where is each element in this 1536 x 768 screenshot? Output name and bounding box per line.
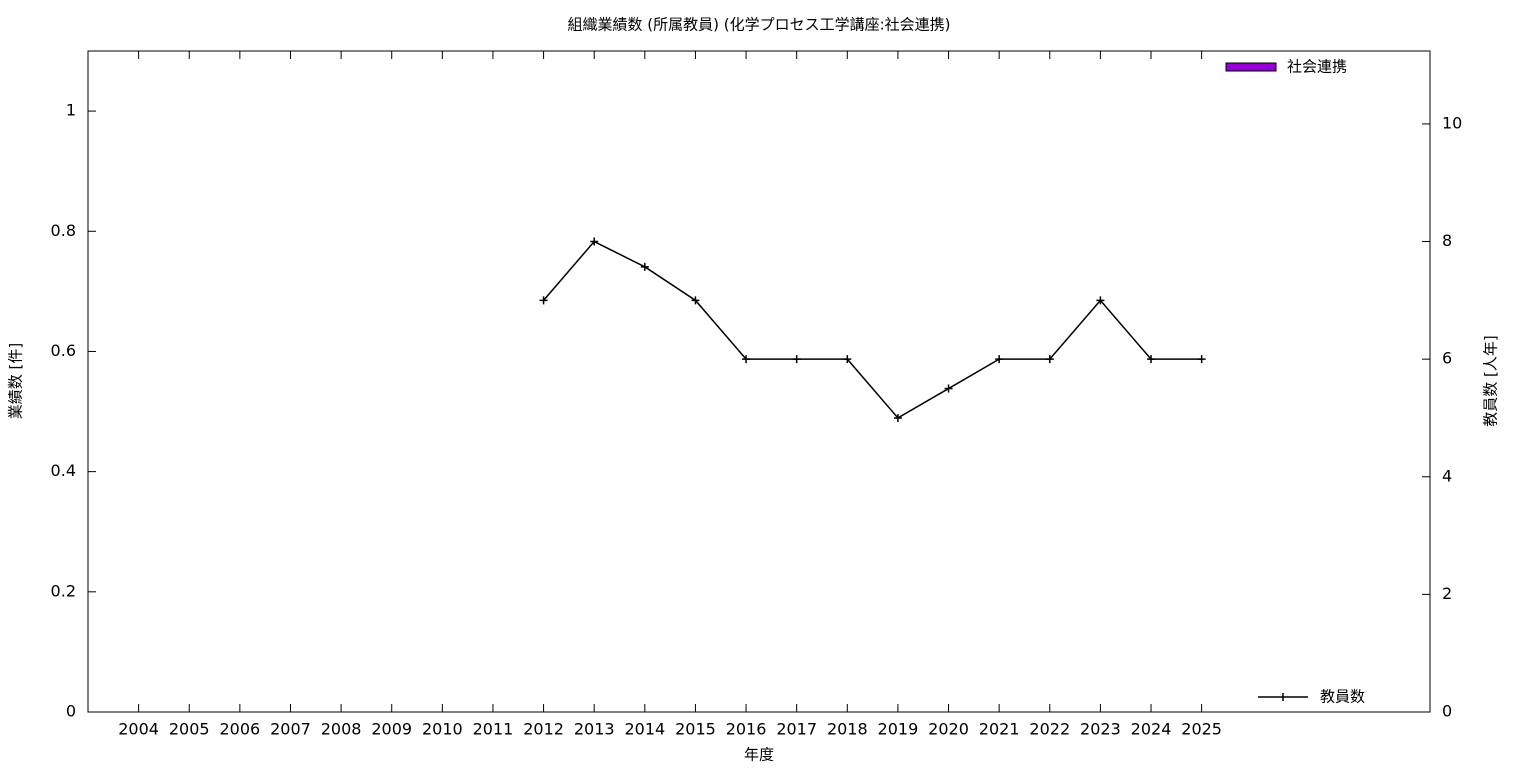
y2-tick-label: 2 <box>1442 584 1452 603</box>
x-tick-label: 2014 <box>624 720 665 739</box>
y-axis-label: 業績数 [件] <box>7 343 25 419</box>
y-tick-label: 0.4 <box>51 461 76 480</box>
x-tick-label: 2013 <box>574 720 615 739</box>
x-tick-label: 2019 <box>878 720 919 739</box>
chart-title: 組織業績数 (所属教員) (化学プロセス工学講座:社会連携) <box>567 16 950 34</box>
plot-frame <box>87 50 1431 713</box>
x-tick-label: 2012 <box>523 720 564 739</box>
y-tick-label: 1 <box>66 101 76 120</box>
y-tick-label: 0 <box>66 702 76 721</box>
x-tick-label: 2015 <box>675 720 716 739</box>
x-tick-label: 2008 <box>321 720 362 739</box>
point <box>995 355 1004 364</box>
point <box>1147 355 1156 364</box>
y2-tick-label: 4 <box>1442 466 1452 485</box>
point <box>691 296 700 305</box>
y2-tick-label: 10 <box>1442 113 1462 132</box>
point <box>590 237 599 246</box>
x-tick-label: 2017 <box>776 720 817 739</box>
y-tick-label: 0.2 <box>51 581 76 600</box>
x-tick-label: 2010 <box>422 720 463 739</box>
x-tick-label: 2021 <box>979 720 1020 739</box>
y2-tick-label: 8 <box>1442 231 1452 250</box>
y-tick-label: 0.6 <box>51 341 76 360</box>
point <box>792 355 801 364</box>
x-tick-label: 2024 <box>1131 720 1172 739</box>
point <box>1197 355 1206 364</box>
legend-swatch <box>1225 62 1277 72</box>
x-tick-label: 2025 <box>1181 720 1222 739</box>
point <box>1096 296 1105 305</box>
x-tick-label: 2004 <box>118 720 159 739</box>
x-tick-label: 2016 <box>726 720 767 739</box>
x-axis-label: 年度 <box>744 746 774 764</box>
x-tick-label: 2006 <box>220 720 261 739</box>
y-tick-label: 0.8 <box>51 221 76 240</box>
y2-axis-label: 教員数 [人年] <box>1482 335 1500 426</box>
y2-tick-label: 0 <box>1442 702 1452 721</box>
x-tick-label: 2007 <box>270 720 311 739</box>
point <box>742 355 751 364</box>
legend-label: 社会連携 <box>1287 58 1347 76</box>
x-tick-label: 2020 <box>928 720 969 739</box>
point <box>843 355 852 364</box>
point <box>893 413 902 422</box>
legend-label: 教員数 <box>1320 688 1365 706</box>
x-tick-label: 2009 <box>371 720 412 739</box>
x-tick-label: 2023 <box>1080 720 1121 739</box>
x-tick-label: 2011 <box>473 720 514 739</box>
legend-swatch <box>1258 693 1308 701</box>
x-tick-label: 2022 <box>1029 720 1070 739</box>
y2-tick-label: 6 <box>1442 349 1452 368</box>
point <box>539 296 548 305</box>
point <box>1045 355 1054 364</box>
x-tick-label: 2005 <box>169 720 210 739</box>
point <box>640 262 649 271</box>
line <box>543 240 1202 419</box>
x-tick-label: 2018 <box>827 720 868 739</box>
point <box>944 384 953 393</box>
